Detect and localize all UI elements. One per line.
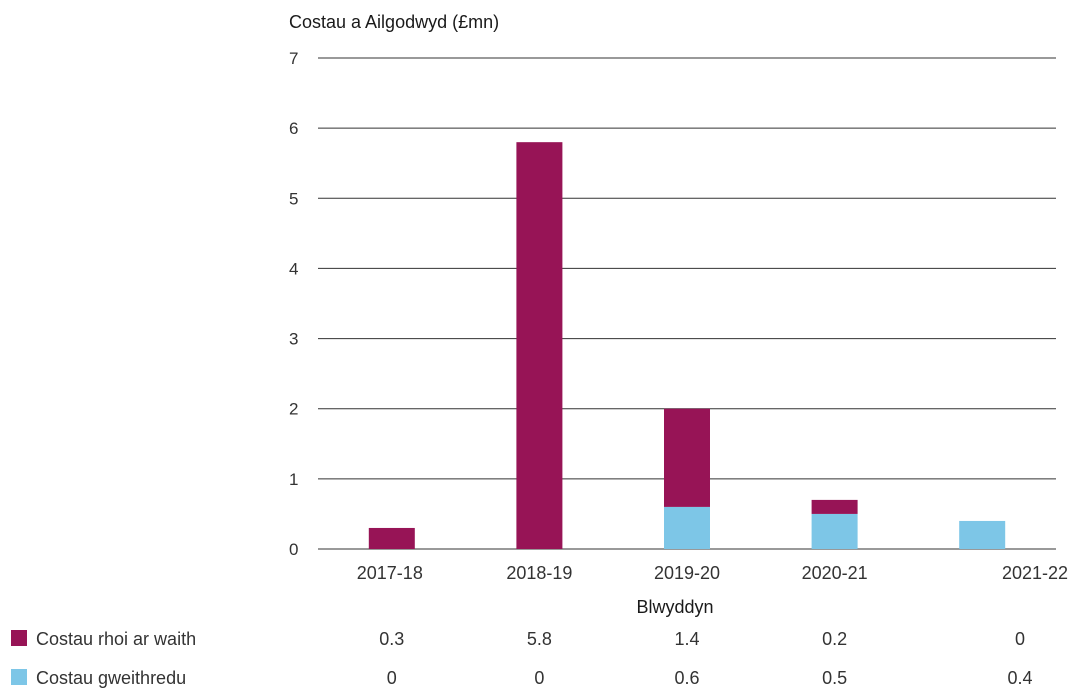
x-tick-label: 2018-19 bbox=[506, 563, 572, 583]
y-tick-label: 5 bbox=[289, 189, 298, 208]
x-axis-ticks: 2017-18 2018-19 2019-20 2020-21 2021-22 bbox=[357, 563, 1068, 583]
table-value: 0 bbox=[387, 668, 397, 688]
y-axis-ticks: 0 1 2 3 4 5 6 7 bbox=[289, 49, 298, 559]
legend-label: Costau rhoi ar waith bbox=[36, 629, 196, 649]
data-table: Costau rhoi ar waith 0.3 5.8 1.4 0.2 0 Costau … bbox=[11, 629, 1033, 688]
y-tick-label: 4 bbox=[289, 259, 298, 278]
table-value: 0.4 bbox=[1007, 668, 1032, 688]
bar-costau-gweithredu bbox=[664, 507, 710, 549]
y-tick-label: 2 bbox=[289, 400, 298, 419]
bar-costau-gweithredu bbox=[812, 514, 858, 549]
y-tick-label: 7 bbox=[289, 49, 298, 68]
y-tick-label: 3 bbox=[289, 330, 298, 349]
y-tick-label: 0 bbox=[289, 540, 298, 559]
bar-costau-rhoi-ar-waith bbox=[516, 142, 562, 549]
bar-costau-gweithredu bbox=[959, 521, 1005, 549]
legend-label: Costau gweithredu bbox=[36, 668, 186, 688]
table-value: 0.2 bbox=[822, 629, 847, 649]
x-tick-label: 2020-21 bbox=[802, 563, 868, 583]
table-value: 0.6 bbox=[674, 668, 699, 688]
x-tick-label: 2017-18 bbox=[357, 563, 423, 583]
bar-costau-rhoi-ar-waith bbox=[664, 409, 710, 507]
table-value: 0.3 bbox=[379, 629, 404, 649]
legend-swatch bbox=[11, 630, 27, 646]
y-axis-title: Costau a Ailgodwyd (£mn) bbox=[289, 12, 499, 32]
legend-swatch bbox=[11, 669, 27, 685]
table-value: 0 bbox=[534, 668, 544, 688]
bar-costau-rhoi-ar-waith bbox=[369, 528, 415, 549]
y-tick-label: 6 bbox=[289, 119, 298, 138]
table-value: 5.8 bbox=[527, 629, 552, 649]
x-tick-label: 2019-20 bbox=[654, 563, 720, 583]
x-tick-label: 2021-22 bbox=[1002, 563, 1068, 583]
table-value: 0 bbox=[1015, 629, 1025, 649]
y-tick-label: 1 bbox=[289, 470, 298, 489]
x-axis-title: Blwyddyn bbox=[636, 597, 713, 617]
table-value: 0.5 bbox=[822, 668, 847, 688]
table-value: 1.4 bbox=[674, 629, 699, 649]
bars bbox=[369, 142, 1005, 549]
bar-costau-rhoi-ar-waith bbox=[812, 500, 858, 514]
